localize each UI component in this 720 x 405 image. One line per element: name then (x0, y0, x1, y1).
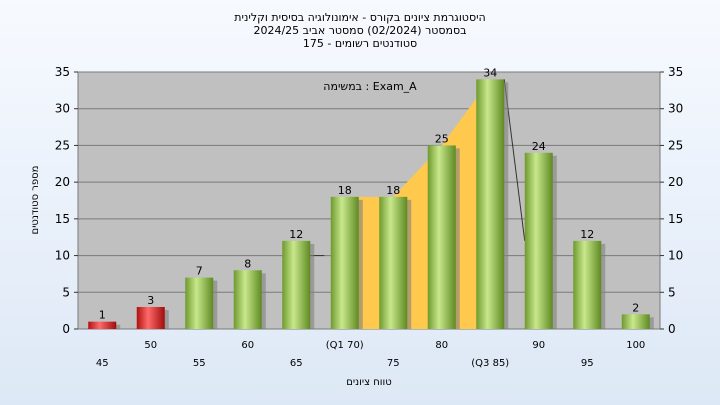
y-axis-left-ticks: 0 5 10 15 20 25 30 35 (55, 65, 78, 336)
data-label: 7 (196, 265, 203, 278)
data-label: 18 (386, 184, 400, 197)
bar-50 (136, 306, 165, 329)
y-tick-label-right: 15 (668, 212, 683, 226)
x-axis-ticks: 45 50 55 60 65 (Q1 70) 75 80 (Q3 85) 90 95 100 (96, 340, 645, 369)
task-annotation: במשימה : Exam_A (323, 80, 417, 93)
y-tick-label-left: 0 (62, 322, 70, 336)
y-tick-label-right: 25 (668, 138, 683, 152)
x-tick-label: 80 (435, 340, 448, 351)
y-tick-label-left: 35 (55, 65, 70, 79)
x-tick-label: 45 (96, 358, 109, 369)
x-tick-label: 100 (626, 340, 645, 351)
x-tick-label: 90 (532, 340, 545, 351)
gridlines (78, 108, 660, 293)
data-label: 1 (99, 309, 106, 322)
bar-60 (233, 270, 262, 329)
interquartile-area (330, 79, 505, 329)
y-tick-label-left: 10 (55, 249, 70, 263)
data-label: 2 (632, 301, 639, 314)
y-tick-label-right: 10 (668, 249, 683, 263)
data-label: 12 (580, 228, 594, 241)
bar-Q385 (476, 79, 505, 329)
bar-90 (524, 152, 553, 329)
y-axis-label: מספר סטודנטים (30, 166, 41, 235)
y-tick-label-left: 15 (55, 212, 70, 226)
data-label: 12 (289, 228, 303, 241)
y-tick-label-right: 30 (668, 102, 683, 116)
data-label: 8 (244, 257, 251, 270)
chart-title-line-1: היסטוגרמת ציונים בקורס - אימונולוגיה בסי… (234, 11, 485, 24)
y-tick-label-right: 5 (668, 285, 676, 299)
y-tick-label-right: 35 (668, 65, 683, 79)
bar-75 (379, 196, 408, 329)
bar-80 (427, 145, 456, 329)
x-tick-label: 50 (144, 340, 157, 351)
x-tick-label: 55 (193, 358, 206, 369)
data-label: 3 (147, 294, 154, 307)
chart-title-line-2: בסמסטר (02/2024) סמסטר אביב 2024/25 (253, 24, 466, 37)
y-tick-label-left: 30 (55, 102, 70, 116)
chart-title-line-3: סטודנטים רשומים - 175 (303, 37, 417, 50)
y-axis-right-ticks: 0 5 10 15 20 25 30 35 (660, 65, 683, 336)
data-label: 25 (435, 132, 449, 145)
bar-65 (282, 240, 311, 329)
x-tick-label: 75 (387, 358, 400, 369)
y-tick-label-left: 20 (55, 175, 70, 189)
y-tick-label-left: 5 (62, 285, 70, 299)
data-label: 24 (532, 140, 546, 153)
x-tick-label: 65 (290, 358, 303, 369)
bar-95 (573, 240, 602, 329)
data-labels: 1 3 7 8 12 18 18 25 34 24 12 2 (99, 66, 640, 321)
x-tick-label: (Q1 70) (326, 340, 364, 351)
y-tick-label-left: 25 (55, 138, 70, 152)
bar-Q170 (330, 196, 359, 329)
bar-series (88, 79, 654, 329)
y-tick-label-right: 20 (668, 175, 683, 189)
bar-55 (185, 277, 214, 329)
x-axis-label: טווח ציונים (346, 377, 391, 388)
x-tick-label: 95 (581, 358, 594, 369)
bar-45 (88, 321, 117, 329)
data-label: 34 (483, 66, 497, 79)
x-tick-label: (Q3 85) (471, 358, 509, 369)
y-tick-label-right: 0 (668, 322, 676, 336)
bar-100 (621, 314, 650, 329)
x-tick-label: 60 (241, 340, 254, 351)
data-label: 18 (338, 184, 352, 197)
